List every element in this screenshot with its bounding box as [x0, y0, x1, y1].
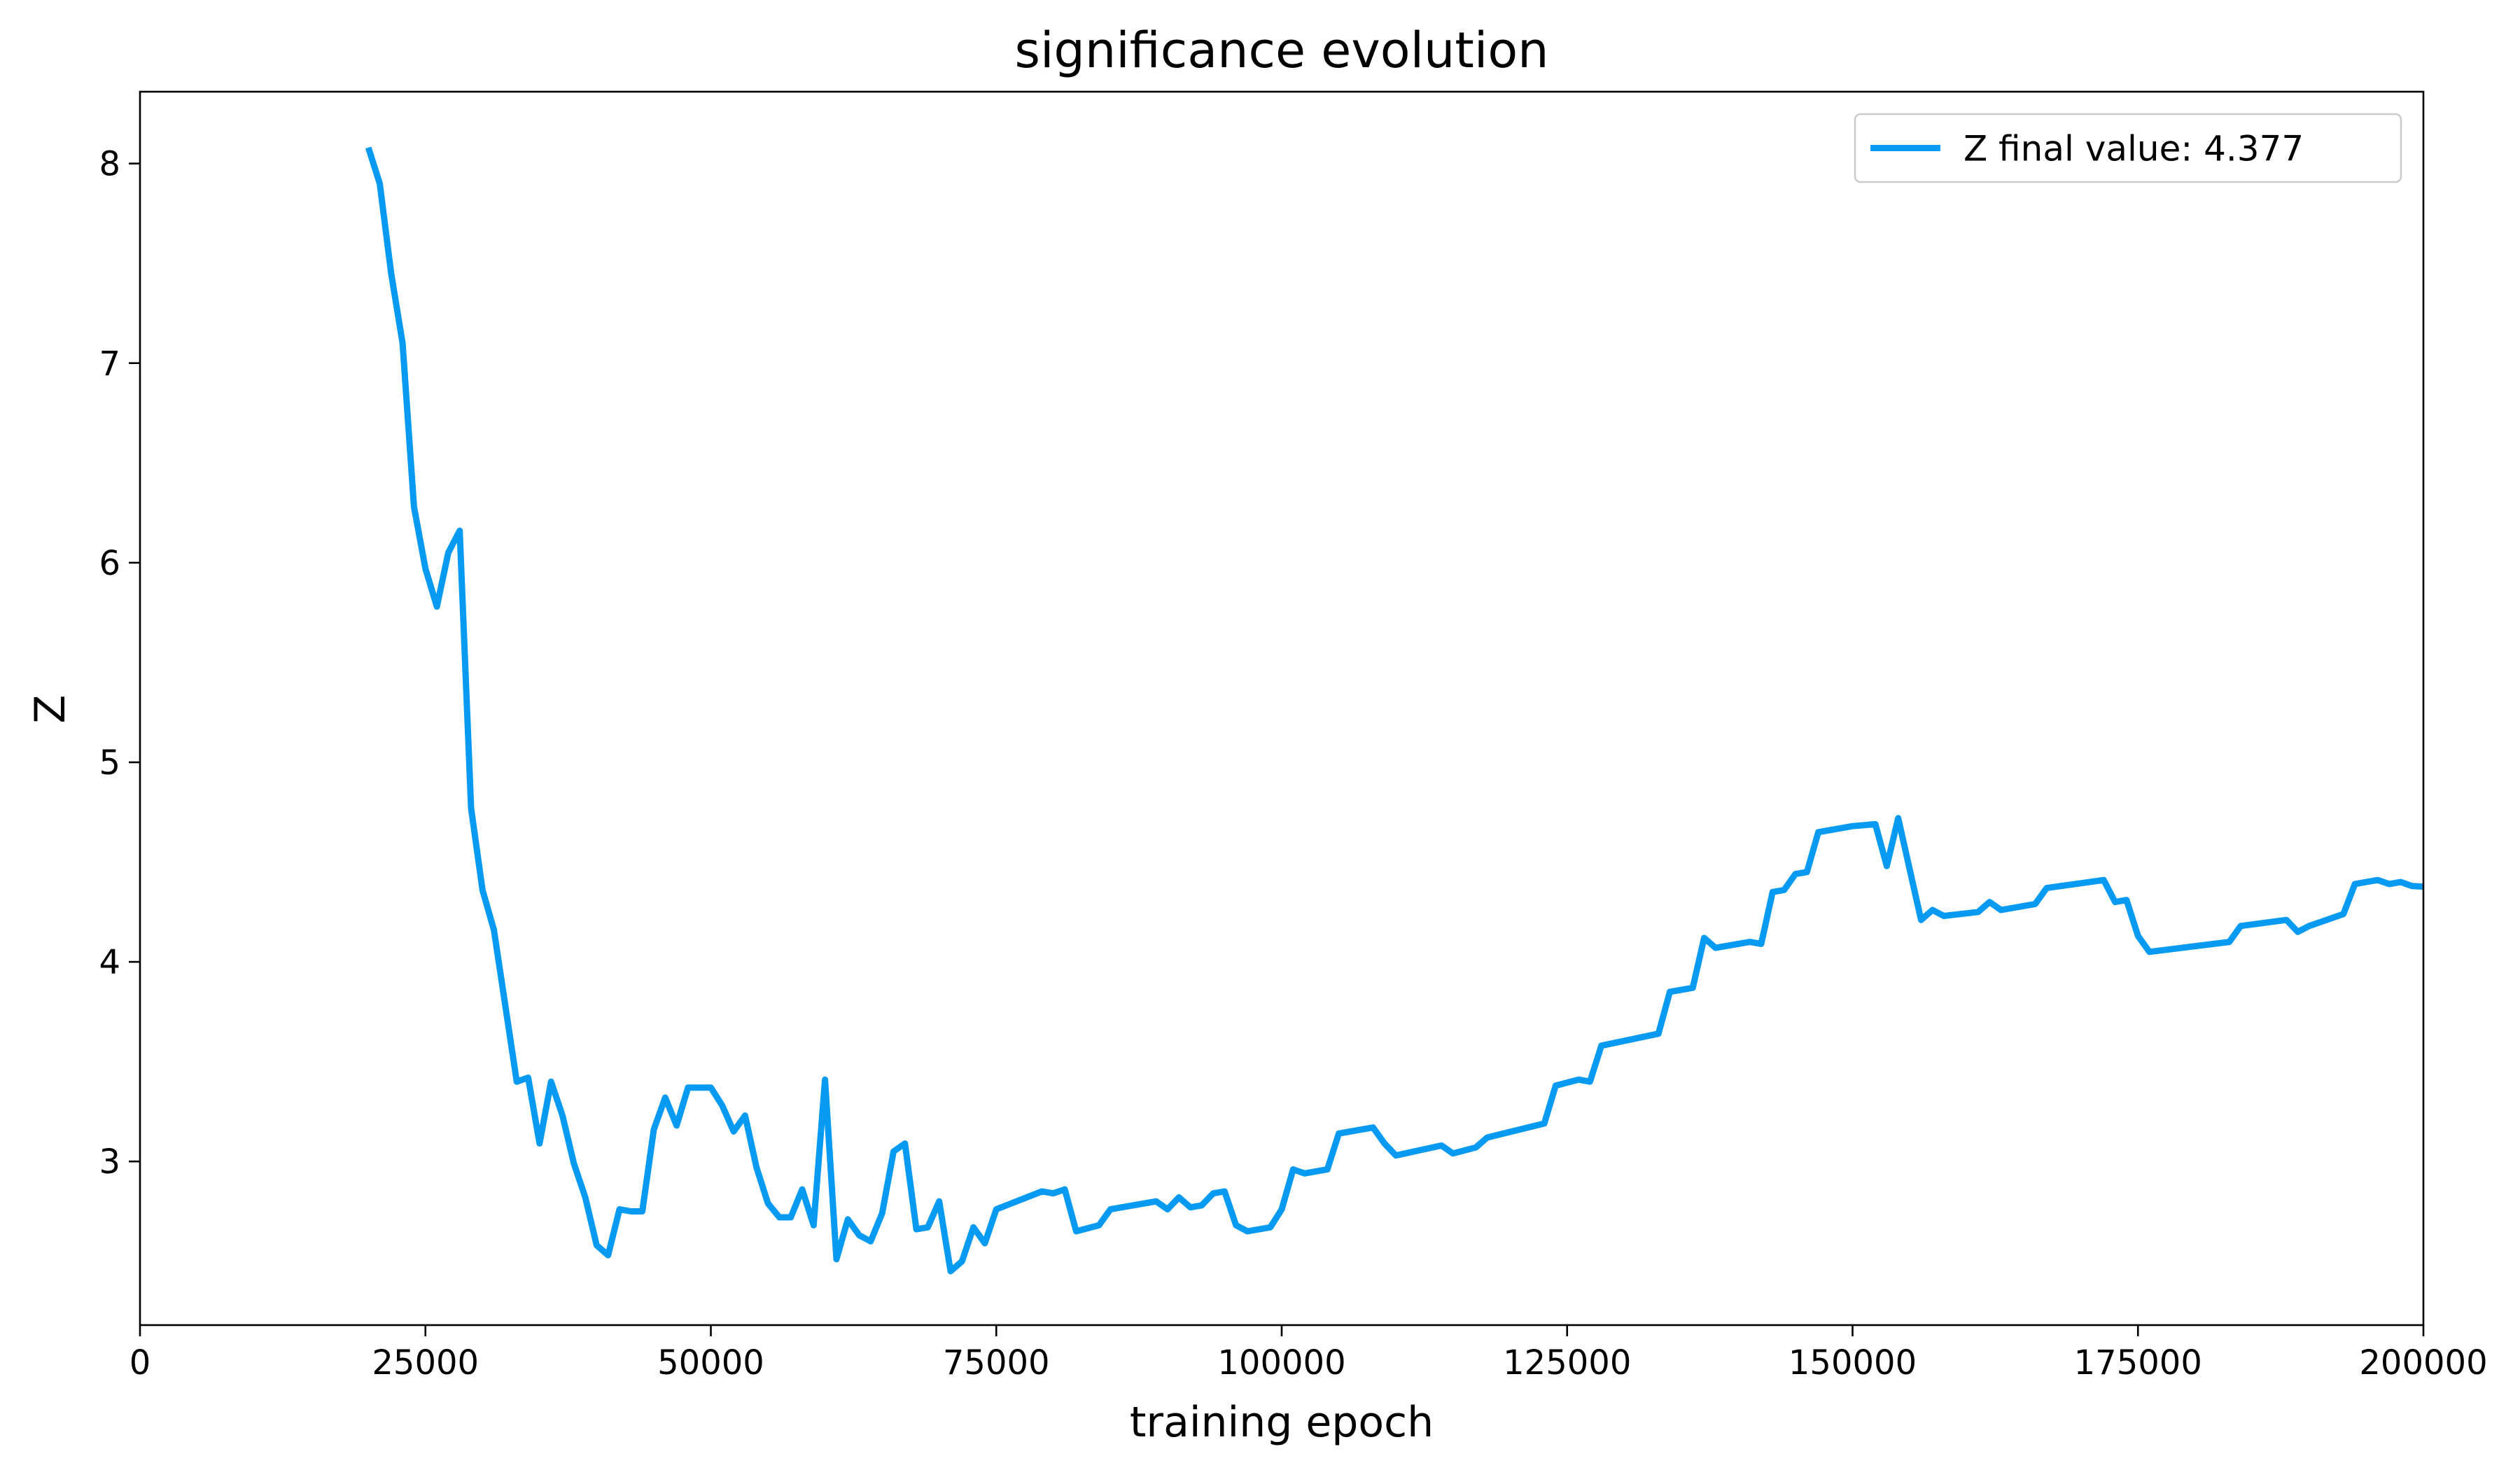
y-tick-label: 4	[99, 943, 120, 982]
x-tick-label: 75000	[943, 1343, 1050, 1382]
y-tick-label: 3	[99, 1142, 120, 1182]
series-line-0	[365, 146, 2424, 1275]
y-tick-label: 6	[99, 544, 120, 583]
y-tick-label: 7	[99, 344, 120, 384]
plot-series-group	[365, 146, 2424, 1275]
x-tick-label: 25000	[372, 1343, 479, 1382]
x-axis: 0 25000 50000 75000 100000 125000 150000 175000…	[130, 1325, 2488, 1382]
x-tick-label: 50000	[657, 1343, 764, 1382]
x-tick-label: 150000	[1788, 1343, 1917, 1382]
x-tick-label: 0	[130, 1343, 151, 1382]
legend-box	[1854, 113, 2402, 183]
x-tick-label: 200000	[2359, 1343, 2487, 1382]
legend: Z final value: 4.377	[1854, 113, 2402, 183]
y-tick-label: 8	[99, 145, 120, 184]
x-tick-label: 175000	[2074, 1343, 2202, 1382]
y-tick-label: 5	[99, 743, 120, 783]
legend-label: Z final value: 4.377	[1963, 129, 2304, 169]
chart-title: significance evolution	[1014, 22, 1548, 79]
x-tick-label: 100000	[1217, 1343, 1345, 1382]
x-axis-label: training epoch	[1130, 1398, 1434, 1447]
x-tick-label: 125000	[1503, 1343, 1631, 1382]
y-axis: 3 4 5 6 7 8	[99, 145, 140, 1182]
y-axis-label: Z	[26, 694, 75, 723]
